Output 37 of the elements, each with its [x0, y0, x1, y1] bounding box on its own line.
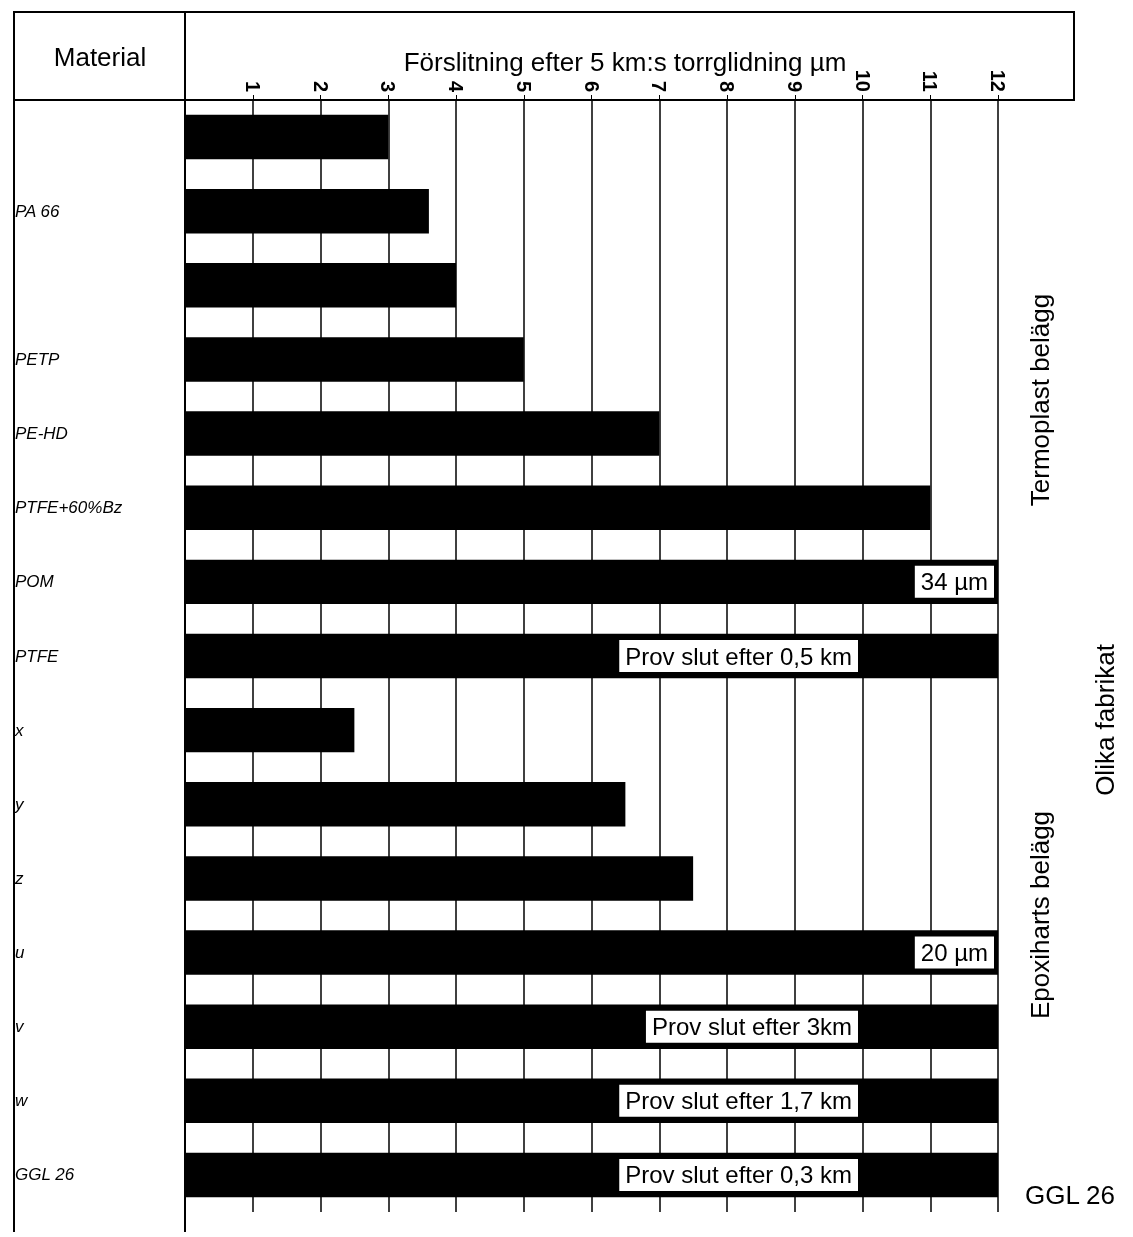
text: Olika fabrikat: [1090, 643, 1120, 796]
y-tick-label: PA 66: [15, 201, 60, 221]
y-tick-label: PETP: [15, 349, 61, 369]
y-tick-label: x: [14, 720, 24, 740]
y-tick-label: POM: [15, 572, 55, 592]
data-label: Prov slut efter 3km: [651, 1013, 852, 1041]
x-tick-label: 4: [445, 80, 467, 93]
y-tick-label: v: [15, 1017, 25, 1037]
text: Termoplast belägg: [1025, 293, 1055, 507]
data-label: Prov slut efter 0,3 km: [625, 1161, 852, 1189]
y-tick-label: PTFE+60%Bz: [15, 498, 123, 518]
x-axis-title: Förslitning efter 5 km:s torrglidning µm: [403, 47, 847, 77]
text: Epoxiharts belägg: [1025, 810, 1055, 1020]
data-label: Prov slut efter 1,7 km: [625, 1087, 852, 1115]
text: GGL 26: [1024, 1180, 1116, 1210]
y-tick-label: PTFE: [15, 646, 60, 666]
y-tick-label: PE-HD: [15, 424, 68, 444]
x-tick-label: 1: [241, 80, 264, 92]
x-tick-label: 8: [716, 80, 738, 92]
y-tick-label: z: [14, 868, 24, 888]
x-tick-label: 9: [783, 80, 806, 92]
x-tick-label: 6: [580, 80, 603, 92]
annotation: 20 µm: [920, 939, 988, 967]
y-axis-title: Material: [53, 42, 147, 72]
x-tick-label: 5: [512, 80, 535, 92]
x-tick-label: 11: [919, 70, 942, 92]
y-tick-label: u: [15, 943, 25, 963]
x-tick-label: 2: [309, 80, 332, 92]
y-tick-label: w: [15, 1091, 29, 1111]
annotation: 34 µm: [920, 568, 988, 596]
y-tick-label: y: [14, 794, 25, 814]
y-tick-label: GGL 26: [15, 1165, 75, 1185]
x-tick-label: 3: [377, 80, 400, 92]
x-tick-label: 12: [987, 69, 1009, 92]
x-tick-label: 10: [851, 69, 874, 92]
data-label: Prov slut efter 0,5 km: [625, 642, 852, 670]
x-tick-label: 7: [648, 80, 671, 92]
